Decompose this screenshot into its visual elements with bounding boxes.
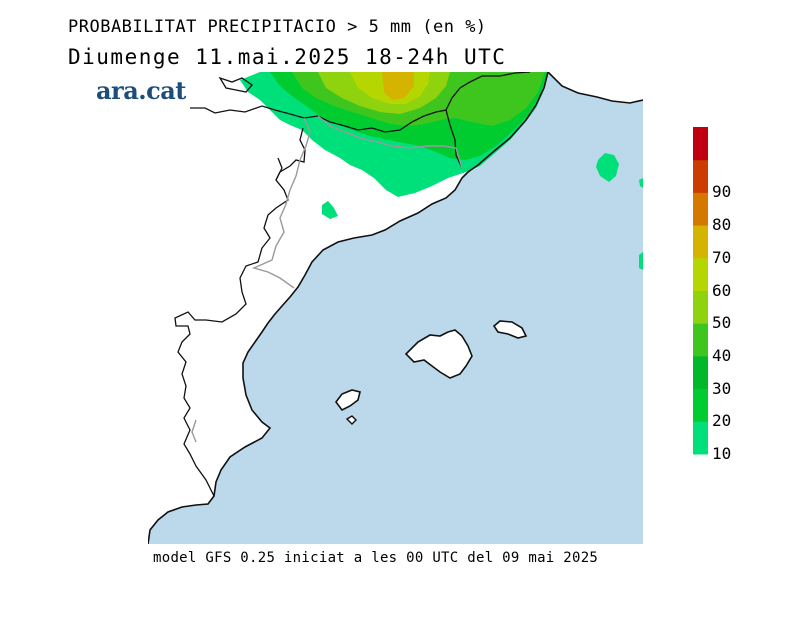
legend-label-80: 80 — [712, 215, 732, 235]
country-border — [190, 72, 531, 133]
model-info: model GFS 0.25 iniciat a les 00 UTC del … — [153, 550, 599, 566]
legend-swatch-50 — [693, 290, 708, 324]
legend-swatch-30 — [693, 355, 708, 390]
island-formentera — [345, 415, 357, 425]
precip-60 — [382, 72, 414, 100]
legend-swatch-70 — [693, 225, 708, 259]
island-mallorca — [404, 329, 473, 379]
legend-label-40: 40 — [712, 345, 732, 365]
legend-label-90: 90 — [712, 182, 732, 202]
sea-area — [148, 72, 643, 544]
legend-swatch-80 — [693, 192, 708, 226]
legend-label-20: 20 — [712, 411, 732, 431]
color-legend — [693, 127, 708, 455]
map-subtitle: Diumenge 11.mai.2025 18-24h UTC — [68, 45, 507, 69]
legend-label-50: 50 — [712, 313, 732, 333]
legend-swatch-10 — [693, 421, 708, 455]
interior-border — [445, 109, 463, 169]
ara-cat-logo: ara.cat — [96, 76, 186, 105]
legend-label-10: 10 — [712, 444, 732, 463]
coastline-east — [547, 72, 643, 104]
precip-cell-west — [322, 201, 338, 219]
map-title: PROBABILITAT PRECIPITACIO > 5 mm (en %) — [68, 17, 487, 37]
island-menorca — [492, 320, 528, 339]
legend-swatch-90 — [693, 159, 708, 193]
legend-swatch-100 — [693, 127, 708, 161]
island-eivissa — [335, 389, 361, 412]
legend-label-70: 70 — [712, 247, 732, 267]
legend-swatch-40 — [693, 323, 708, 357]
regional-boundary-south — [191, 419, 197, 443]
precip-cell-sea — [596, 153, 619, 182]
inland-border — [174, 157, 289, 497]
legend-swatch-20 — [693, 388, 708, 422]
region-border-north — [218, 76, 253, 93]
precip-cell-east — [639, 252, 643, 270]
legend-swatch-60 — [693, 257, 708, 291]
precip-cell-far-east — [639, 178, 643, 188]
legend-label-60: 60 — [712, 280, 732, 300]
regional-boundary-north — [317, 115, 463, 169]
regional-boundary — [251, 117, 311, 289]
coastline — [148, 72, 549, 544]
legend-label-30: 30 — [712, 378, 732, 398]
